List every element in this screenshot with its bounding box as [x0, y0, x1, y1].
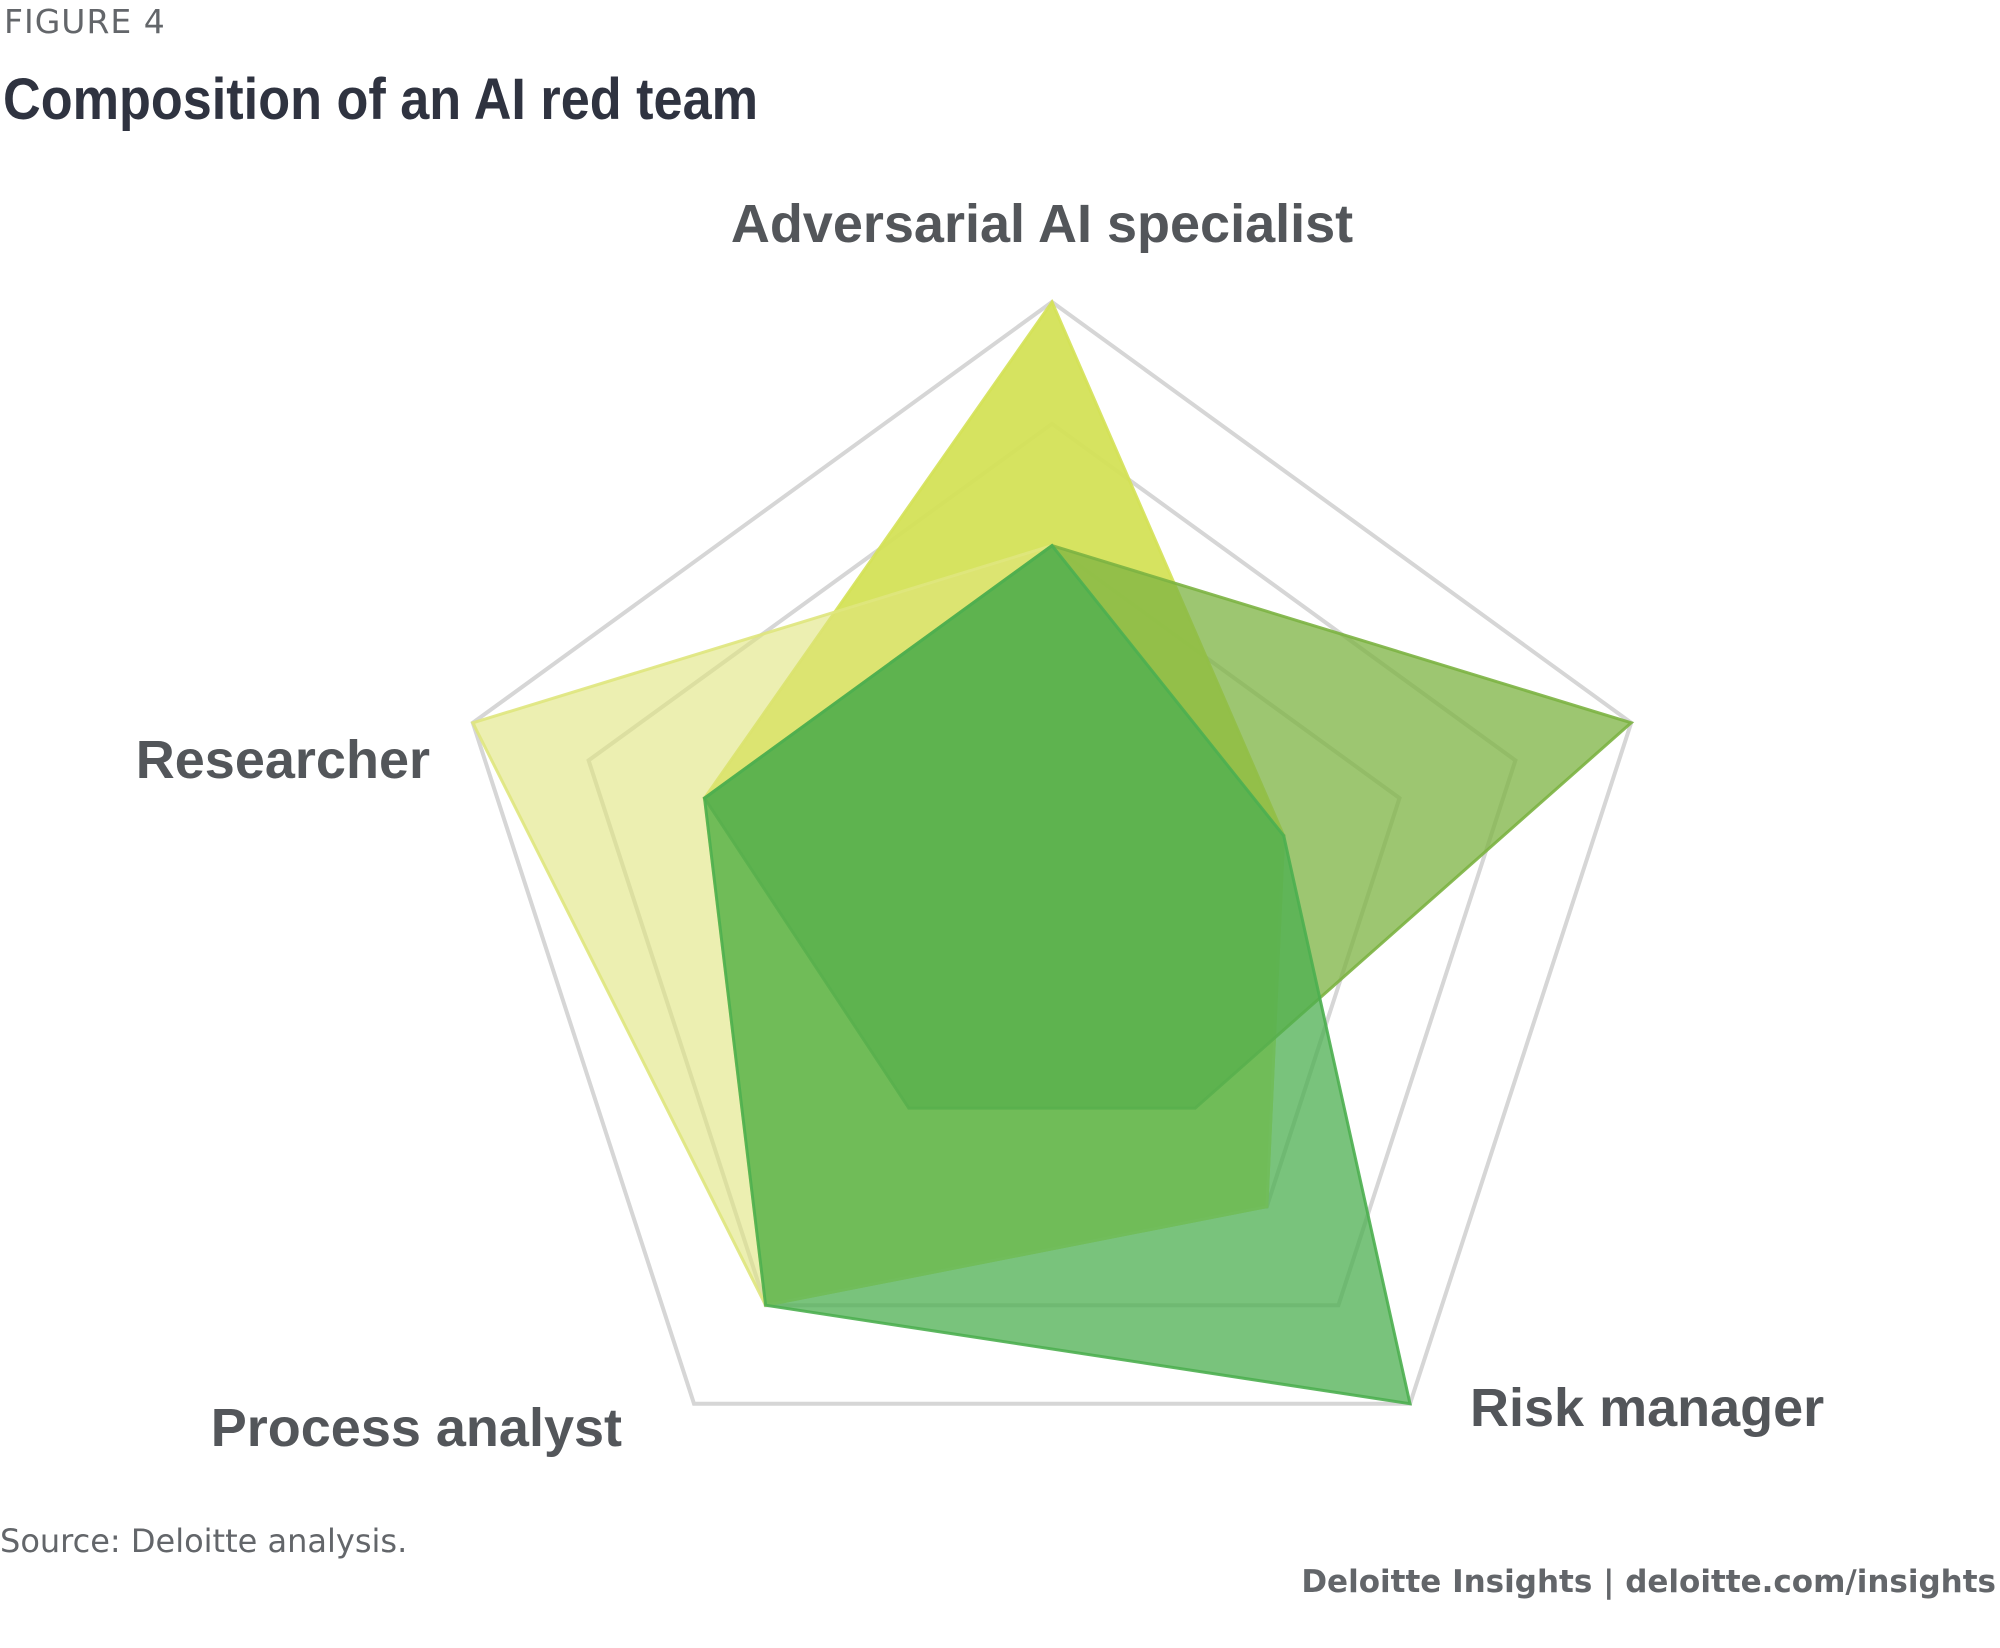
series-4: [702, 543, 1412, 1406]
axis-label-process-analyst: Process analyst: [211, 1398, 622, 1458]
figure-label: FIGURE 4: [4, 2, 166, 41]
grid-ring-5: [470, 299, 1634, 1406]
axis-label-risk-manager: Risk manager: [1470, 1378, 1824, 1438]
axis-labels: Adversarial AI specialist Risk manager P…: [136, 194, 1824, 1458]
credit-line: Deloitte Insights | deloitte.com/insight…: [1301, 1564, 1996, 1600]
source-note: Source: Deloitte analysis.: [0, 1522, 408, 1560]
chart-title: Composition of an AI red team: [3, 67, 759, 132]
axis-label-adversarial-ai-specialist: Adversarial AI specialist: [731, 194, 1353, 254]
axis-label-researcher: Researcher: [136, 730, 430, 790]
series-4-area: [702, 543, 1412, 1406]
radar-series: [470, 298, 1635, 1406]
